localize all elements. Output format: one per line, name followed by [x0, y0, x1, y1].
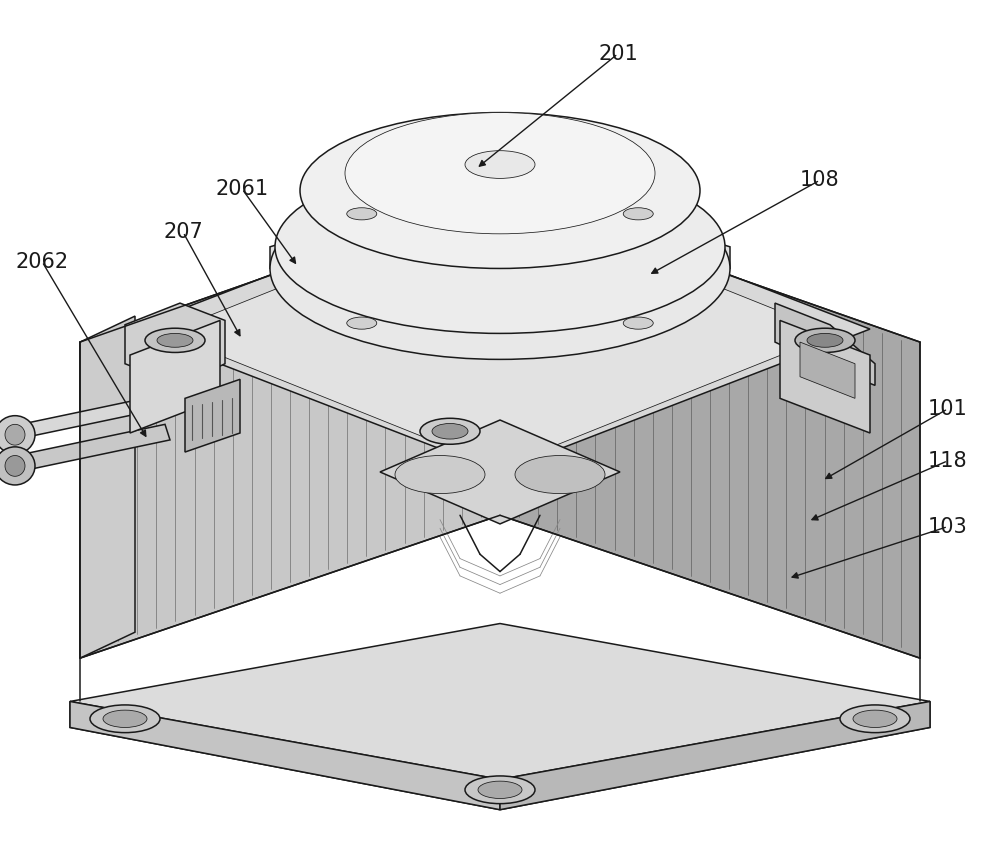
Text: 103: 103	[928, 516, 968, 537]
Ellipse shape	[478, 781, 522, 798]
Ellipse shape	[465, 151, 535, 178]
Text: 118: 118	[928, 450, 968, 471]
Ellipse shape	[420, 418, 480, 444]
Ellipse shape	[0, 416, 35, 454]
Ellipse shape	[145, 328, 205, 352]
Text: 108: 108	[800, 170, 840, 191]
Ellipse shape	[853, 710, 897, 727]
Ellipse shape	[345, 113, 655, 234]
Polygon shape	[80, 195, 500, 658]
Ellipse shape	[90, 705, 160, 733]
Polygon shape	[0, 424, 170, 475]
Ellipse shape	[300, 113, 700, 268]
Ellipse shape	[5, 456, 25, 476]
Ellipse shape	[432, 423, 468, 439]
Polygon shape	[500, 701, 930, 810]
Ellipse shape	[840, 705, 910, 733]
Polygon shape	[70, 701, 930, 810]
Polygon shape	[165, 199, 835, 468]
Ellipse shape	[275, 160, 725, 333]
Polygon shape	[380, 420, 620, 524]
Text: 207: 207	[163, 222, 203, 242]
Ellipse shape	[347, 317, 377, 329]
Ellipse shape	[270, 178, 730, 359]
Polygon shape	[775, 303, 875, 385]
Ellipse shape	[515, 456, 605, 494]
Polygon shape	[270, 178, 730, 268]
Text: 2062: 2062	[15, 251, 69, 272]
Ellipse shape	[807, 333, 843, 347]
Polygon shape	[185, 379, 240, 452]
Text: 201: 201	[598, 43, 638, 64]
Ellipse shape	[623, 208, 653, 220]
Text: 2061: 2061	[215, 178, 269, 199]
Ellipse shape	[157, 333, 193, 347]
Ellipse shape	[465, 776, 535, 804]
Ellipse shape	[623, 317, 653, 329]
Polygon shape	[500, 195, 920, 658]
Ellipse shape	[347, 208, 377, 220]
Polygon shape	[70, 624, 930, 779]
Polygon shape	[130, 320, 220, 433]
Ellipse shape	[795, 328, 855, 352]
Polygon shape	[80, 316, 135, 658]
Polygon shape	[130, 186, 870, 472]
Ellipse shape	[395, 456, 485, 494]
Ellipse shape	[0, 447, 35, 485]
Ellipse shape	[5, 424, 25, 445]
Polygon shape	[780, 320, 870, 433]
Polygon shape	[800, 342, 855, 398]
Text: 101: 101	[928, 398, 968, 419]
Polygon shape	[0, 394, 170, 442]
Ellipse shape	[103, 710, 147, 727]
Polygon shape	[70, 701, 500, 810]
Polygon shape	[125, 303, 225, 385]
